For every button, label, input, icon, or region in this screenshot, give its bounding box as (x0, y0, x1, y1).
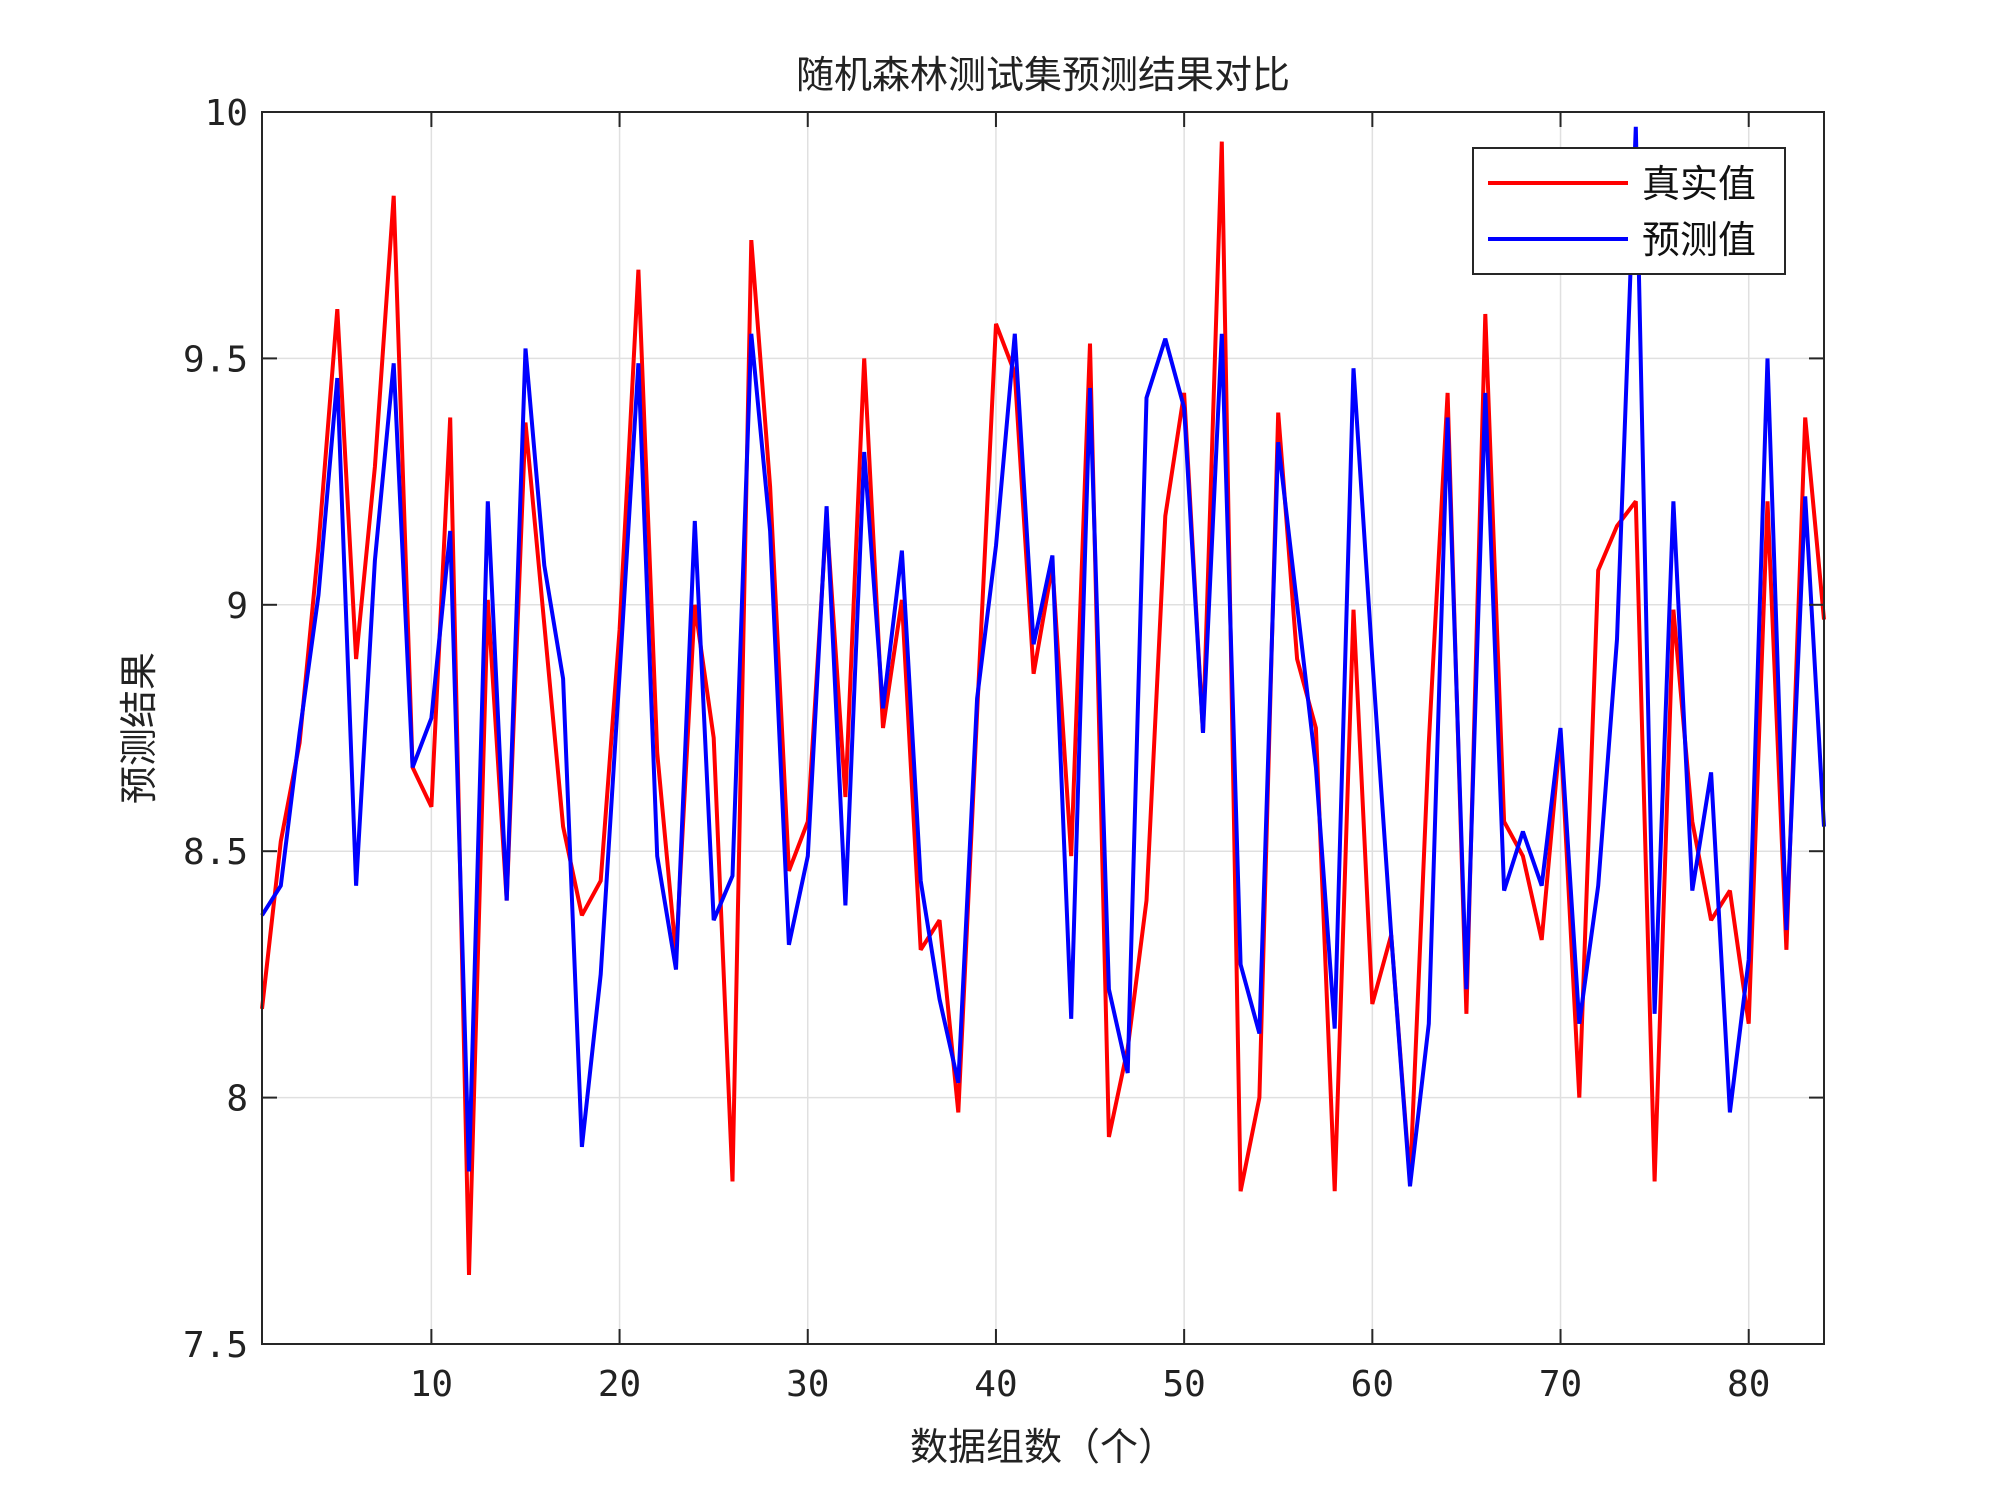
x-tick-label: 80 (1727, 1364, 1770, 1405)
x-tick-label: 60 (1351, 1364, 1394, 1405)
y-tick-label: 8 (226, 1079, 248, 1120)
y-tick-label: 7.5 (183, 1325, 248, 1366)
y-tick-label: 9.5 (183, 339, 248, 380)
x-tick-label: 70 (1539, 1364, 1582, 1405)
legend: 真实值 预测值 (1472, 147, 1786, 275)
y-axis-label: 预测结果 (117, 652, 161, 804)
plot-area-border (261, 111, 1825, 1345)
series-lines (260, 126, 1826, 1276)
legend-label-predicted-values: 预测值 (1642, 218, 1756, 262)
y-tick-label: 10 (205, 93, 248, 134)
series-line-predicted-values (260, 126, 1826, 1187)
y-tick-label: 9 (226, 586, 248, 627)
x-tick-label: 30 (786, 1364, 829, 1405)
x-tick-label: 50 (1162, 1364, 1205, 1405)
legend-box (1472, 147, 1786, 275)
x-axis-label: 数据组数（个） (910, 1425, 1176, 1469)
axis-ticks: 10 20 30 40 50 60 70 80 7.5 8 8.5 9 9.5 10 (183, 93, 1824, 1405)
y-tick-label: 8.5 (183, 832, 248, 873)
chart-title: 随机森林测试集预测结果对比 (796, 53, 1290, 97)
x-tick-label: 40 (974, 1364, 1017, 1405)
legend-label-true-values: 真实值 (1642, 162, 1756, 206)
x-tick-label: 20 (598, 1364, 641, 1405)
x-tick-label: 10 (410, 1364, 453, 1405)
